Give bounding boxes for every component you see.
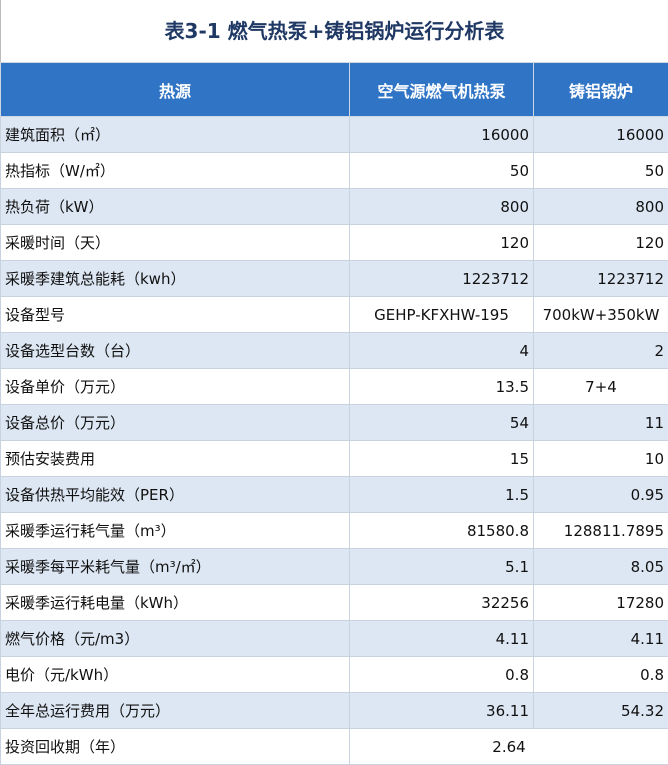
table-row: 投资回收期（年）2.64 xyxy=(1,729,668,765)
table-cell: 16000 xyxy=(534,117,668,153)
row-label: 设备选型台数（台） xyxy=(1,333,350,369)
header-row: 热源空气源燃气机热泵铸铝锅炉 xyxy=(1,63,668,117)
table-cell: 0.8 xyxy=(350,657,534,693)
table-cell: 2 xyxy=(534,333,668,369)
row-label: 投资回收期（年） xyxy=(1,729,350,765)
row-label: 设备供热平均能效（PER） xyxy=(1,477,350,513)
table-cell: 120 xyxy=(534,225,668,261)
table-cell: 54 xyxy=(350,405,534,441)
table-cell: 4.11 xyxy=(350,621,534,657)
row-label: 全年总运行费用（万元） xyxy=(1,693,350,729)
table-cell: 700kW+350kW xyxy=(534,297,668,333)
table-cell: 36.11 xyxy=(350,693,534,729)
header-cell: 空气源燃气机热泵 xyxy=(350,63,534,117)
table-cell: 7+4 xyxy=(534,369,668,405)
row-label: 采暖季建筑总能耗（kwh） xyxy=(1,261,350,297)
table-cell: GEHP-KFXHW-195 xyxy=(350,297,534,333)
table-cell: 1.5 xyxy=(350,477,534,513)
table-cell: 32256 xyxy=(350,585,534,621)
row-label: 采暖季运行耗电量（kWh） xyxy=(1,585,350,621)
row-label: 热指标（W/㎡） xyxy=(1,153,350,189)
table-cell: 4 xyxy=(350,333,534,369)
table-cell: 800 xyxy=(534,189,668,225)
table-cell: 128811.7895 xyxy=(534,513,668,549)
table-cell: 0.95 xyxy=(534,477,668,513)
table-cell: 17280 xyxy=(534,585,668,621)
row-label: 设备型号 xyxy=(1,297,350,333)
row-label: 设备总价（万元） xyxy=(1,405,350,441)
table-cell: 50 xyxy=(350,153,534,189)
table-cell: 50 xyxy=(534,153,668,189)
table-title: 表3-1 燃气热泵+铸铝锅炉运行分析表 xyxy=(0,0,668,62)
table-cell: 5.1 xyxy=(350,549,534,585)
row-label: 热负荷（kW） xyxy=(1,189,350,225)
table-cell: 2.64 xyxy=(350,729,668,765)
row-label: 采暖时间（天） xyxy=(1,225,350,261)
row-label: 采暖季每平米耗气量（m³/㎡） xyxy=(1,549,350,585)
table-cell: 10 xyxy=(534,441,668,477)
table-cell: 8.05 xyxy=(534,549,668,585)
row-label: 燃气价格（元/m3） xyxy=(1,621,350,657)
header-cell: 铸铝锅炉 xyxy=(534,63,668,117)
row-label: 预估安装费用 xyxy=(1,441,350,477)
header-cell: 热源 xyxy=(1,63,350,117)
table-cell: 16000 xyxy=(350,117,534,153)
row-label: 建筑面积（㎡） xyxy=(1,117,350,153)
table-cell: 1223712 xyxy=(534,261,668,297)
table-cell: 81580.8 xyxy=(350,513,534,549)
table-cell: 0.8 xyxy=(534,657,668,693)
row-label: 采暖季运行耗气量（m³） xyxy=(1,513,350,549)
row-label: 电价（元/kWh） xyxy=(1,657,350,693)
table-cell: 800 xyxy=(350,189,534,225)
table-cell: 54.32 xyxy=(534,693,668,729)
table-cell: 11 xyxy=(534,405,668,441)
table-cell: 4.11 xyxy=(534,621,668,657)
table-cell: 13.5 xyxy=(350,369,534,405)
table-cell: 1223712 xyxy=(350,261,534,297)
row-label: 设备单价（万元） xyxy=(1,369,350,405)
table-cell: 120 xyxy=(350,225,534,261)
table-cell: 15 xyxy=(350,441,534,477)
